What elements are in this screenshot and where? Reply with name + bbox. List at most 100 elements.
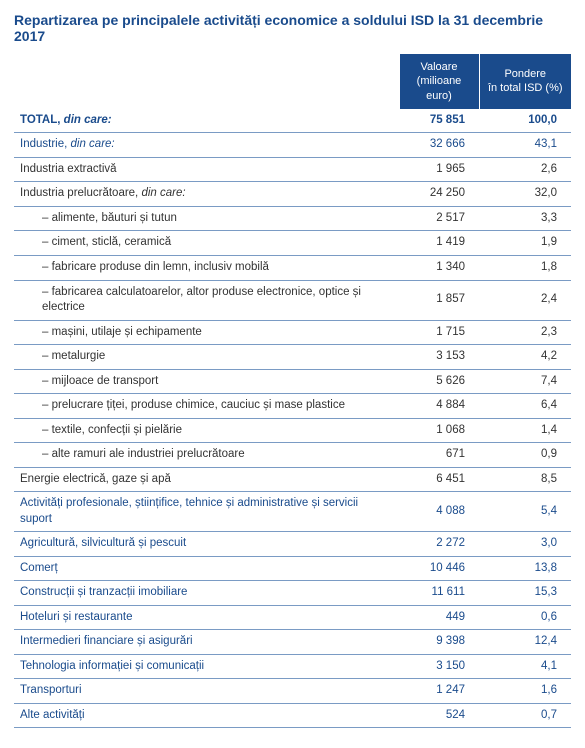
table-row: – mașini, utilaje și echipamente1 7152,3 (14, 320, 571, 345)
row-label: Comerț (14, 556, 399, 581)
table-row: Activități profesionale, științifice, te… (14, 492, 571, 532)
row-value: 9 398 (399, 630, 479, 655)
row-label-prefix: TOTAL, (20, 114, 60, 126)
header-share-line2: în total ISD (%) (488, 82, 563, 94)
table-row: Construcții și tranzacții imobiliare11 6… (14, 581, 571, 606)
row-share: 0,9 (479, 443, 571, 468)
row-value: 6 451 (399, 467, 479, 492)
row-share: 4,1 (479, 654, 571, 679)
row-value: 4 088 (399, 492, 479, 532)
row-label: – prelucrare țiței, produse chimice, cau… (14, 394, 399, 419)
row-share: 4,2 (479, 345, 571, 370)
row-label: Activități profesionale, științifice, te… (14, 492, 399, 532)
row-label: Hoteluri și restaurante (14, 605, 399, 630)
row-value: 2 272 (399, 532, 479, 557)
table-row: Tehnologia informației și comunicații3 1… (14, 654, 571, 679)
row-label: Transporturi (14, 679, 399, 704)
row-share: 7,4 (479, 369, 571, 394)
row-label: Agricultură, silvicultură și pescuit (14, 532, 399, 557)
row-value: 449 (399, 605, 479, 630)
row-value: 524 (399, 703, 479, 728)
table-row: TOTAL, din care:75 851100,0 (14, 109, 571, 133)
table-row: – alimente, băuturi și tutun2 5173,3 (14, 206, 571, 231)
row-value: 1 247 (399, 679, 479, 704)
header-value-line1: Valoare (420, 61, 457, 73)
row-label: – alte ramuri ale industriei prelucrătoa… (14, 443, 399, 468)
table-row: – ciment, sticlă, ceramică1 4191,9 (14, 231, 571, 256)
table-row: Transporturi1 2471,6 (14, 679, 571, 704)
row-share: 12,4 (479, 630, 571, 655)
row-value: 1 068 (399, 418, 479, 443)
row-label: Industria prelucrătoare, din care: (14, 182, 399, 207)
row-value: 5 626 (399, 369, 479, 394)
row-label: – textile, confecții și pielărie (14, 418, 399, 443)
row-share: 32,0 (479, 182, 571, 207)
table-row: – prelucrare țiței, produse chimice, cau… (14, 394, 571, 419)
row-label: Construcții și tranzacții imobiliare (14, 581, 399, 606)
table-row: – mijloace de transport5 6267,4 (14, 369, 571, 394)
row-label: Industria extractivă (14, 157, 399, 182)
row-label: Tehnologia informației și comunicații (14, 654, 399, 679)
row-share: 8,5 (479, 467, 571, 492)
table-row: Industrie, din care:32 66643,1 (14, 133, 571, 158)
row-share: 3,0 (479, 532, 571, 557)
row-value: 671 (399, 443, 479, 468)
row-label: Alte activități (14, 703, 399, 728)
row-share: 1,6 (479, 679, 571, 704)
table-row: Industria prelucrătoare, din care:24 250… (14, 182, 571, 207)
table-row: Energie electrică, gaze și apă6 4518,5 (14, 467, 571, 492)
row-label: TOTAL, din care: (14, 109, 399, 133)
table-row: Intermedieri financiare și asigurări9 39… (14, 630, 571, 655)
table-body: TOTAL, din care:75 851100,0Industrie, di… (14, 109, 571, 728)
row-value: 1 857 (399, 280, 479, 320)
row-label: – mijloace de transport (14, 369, 399, 394)
row-share: 15,3 (479, 581, 571, 606)
data-table: Valoare (milioane euro) Pondere în total… (14, 54, 571, 728)
table-row: Hoteluri și restaurante4490,6 (14, 605, 571, 630)
row-value: 2 517 (399, 206, 479, 231)
row-value: 3 153 (399, 345, 479, 370)
row-label: – fabricarea calculatoarelor, altor prod… (14, 280, 399, 320)
row-share: 13,8 (479, 556, 571, 581)
row-share: 3,3 (479, 206, 571, 231)
row-share: 43,1 (479, 133, 571, 158)
row-value: 1 340 (399, 255, 479, 280)
row-share: 5,4 (479, 492, 571, 532)
row-value: 10 446 (399, 556, 479, 581)
row-share: 1,4 (479, 418, 571, 443)
row-value: 75 851 (399, 109, 479, 133)
table-row: Comerț10 44613,8 (14, 556, 571, 581)
row-label: – fabricare produse din lemn, inclusiv m… (14, 255, 399, 280)
table-row: Alte activități5240,7 (14, 703, 571, 728)
row-share: 2,4 (479, 280, 571, 320)
row-share: 100,0 (479, 109, 571, 133)
header-share-line1: Pondere (504, 68, 546, 80)
table-row: – textile, confecții și pielărie1 0681,4 (14, 418, 571, 443)
row-label-prefix: Industrie, (20, 138, 67, 150)
row-label: Energie electrică, gaze și apă (14, 467, 399, 492)
header-share: Pondere în total ISD (%) (479, 54, 571, 109)
table-row: – metalurgie3 1534,2 (14, 345, 571, 370)
header-row: Valoare (milioane euro) Pondere în total… (14, 54, 571, 109)
header-value: Valoare (milioane euro) (399, 54, 479, 109)
table-row: – alte ramuri ale industriei prelucrătoa… (14, 443, 571, 468)
row-label: – ciment, sticlă, ceramică (14, 231, 399, 256)
header-empty (14, 54, 399, 109)
table-row: – fabricarea calculatoarelor, altor prod… (14, 280, 571, 320)
row-label: – mașini, utilaje și echipamente (14, 320, 399, 345)
row-share: 2,6 (479, 157, 571, 182)
row-share: 2,3 (479, 320, 571, 345)
table-row: Agricultură, silvicultură și pescuit2 27… (14, 532, 571, 557)
row-label-suffix: din care: (67, 138, 114, 150)
row-value: 4 884 (399, 394, 479, 419)
row-share: 1,9 (479, 231, 571, 256)
table-title: Repartizarea pe principalele activități … (14, 12, 571, 44)
row-label: – alimente, băuturi și tutun (14, 206, 399, 231)
row-share: 0,7 (479, 703, 571, 728)
row-value: 1 965 (399, 157, 479, 182)
row-label-suffix: din care: (60, 114, 111, 126)
row-share: 6,4 (479, 394, 571, 419)
row-share: 1,8 (479, 255, 571, 280)
row-share: 0,6 (479, 605, 571, 630)
row-label: – metalurgie (14, 345, 399, 370)
